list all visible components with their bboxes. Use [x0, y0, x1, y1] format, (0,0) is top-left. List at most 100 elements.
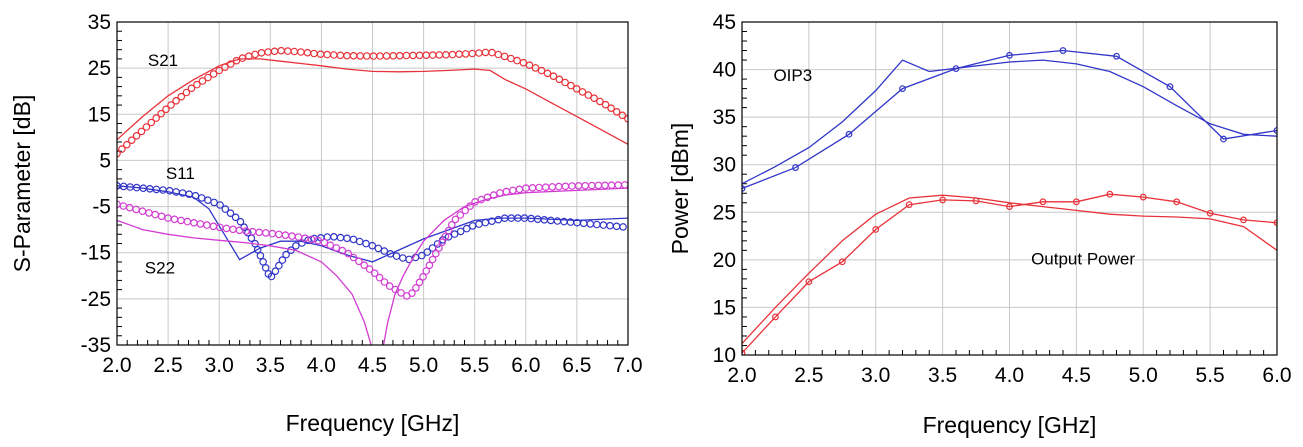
data-point-s22: [132, 205, 140, 214]
data-point-s21: [310, 49, 318, 58]
data-point-s21: [303, 48, 312, 57]
data-point-s21: [500, 52, 509, 61]
x-tick-label: 6.0: [511, 354, 540, 377]
data-point-s22: [203, 221, 211, 229]
x-tick-label: 6.5: [562, 354, 591, 377]
data-point-s11: [362, 239, 370, 248]
data-point-s22: [412, 284, 420, 292]
y-tick-label: 20: [713, 249, 736, 272]
data-point-s22: [385, 282, 394, 290]
data-point-s21: [448, 50, 457, 59]
data-point-s21: [507, 54, 515, 63]
data-point-output-power: [1006, 203, 1013, 210]
data-point-s11: [216, 201, 224, 209]
data-point-s22: [177, 216, 185, 225]
data-point-s22: [601, 181, 609, 190]
data-point-s21: [555, 75, 564, 84]
data-point-s22: [242, 227, 250, 235]
data-point-s11: [159, 186, 167, 194]
data-point-s11: [450, 230, 459, 238]
data-point-s21: [123, 140, 131, 149]
data-point-s21: [488, 48, 496, 57]
data-point-s11: [546, 216, 555, 225]
data-point-s21: [442, 50, 450, 59]
x-tick-label: 7.0: [613, 354, 642, 377]
chart-2: 2.0 2.5 3.0 3.5 4.0 4.5 5.0 5.5 6.0 45 40 35 30 25 20 1…: [667, 11, 1292, 438]
data-point-s11: [374, 244, 383, 253]
data-point-s21: [323, 50, 332, 59]
x-tick-label: 2.5: [794, 364, 823, 387]
data-point-s21: [537, 66, 546, 75]
data-point-s22: [515, 185, 524, 194]
data-point-s21: [167, 101, 175, 109]
data-point-s21: [215, 66, 224, 75]
data-point-s21: [618, 111, 627, 120]
data-point-s11: [417, 251, 426, 260]
data-point-s22: [541, 183, 550, 192]
data-point-output-power: [1206, 209, 1214, 217]
annotation-output-power: Output Power: [1031, 250, 1135, 269]
data-point-s21: [369, 52, 378, 60]
data-point-s11: [278, 256, 287, 264]
series-line-oip3-sim: [742, 59, 1277, 185]
annotation-oip3: OIP3: [773, 66, 812, 85]
x-tick-label: 4.5: [358, 354, 387, 377]
y-tick-label: 25: [88, 57, 111, 80]
x-tick-label: 5.0: [409, 354, 438, 377]
x-axis-label: Frequency [GHz]: [286, 410, 460, 436]
data-point-s11: [197, 194, 206, 202]
data-point-s21: [435, 51, 444, 59]
data-point-s11: [210, 198, 218, 207]
data-point-s22: [326, 241, 335, 250]
series-group: [117, 46, 628, 345]
y-axis-label: S-Parameter [dB]: [9, 95, 35, 273]
data-point-output-power: [838, 258, 846, 266]
data-point-s21: [349, 51, 358, 60]
data-point-s22: [561, 182, 570, 191]
x-axis-label: Frequency [GHz]: [923, 412, 1097, 438]
data-point-s22: [509, 186, 517, 195]
data-point-s21: [455, 50, 463, 59]
data-point-s21: [395, 51, 404, 60]
data-point-s11: [221, 205, 230, 213]
data-point-s11: [349, 235, 358, 244]
annotation-s22: S22: [145, 258, 175, 277]
data-point-s11: [456, 227, 465, 236]
data-point-s22: [190, 219, 198, 227]
data-point-s21: [187, 84, 196, 93]
data-point-s21: [198, 77, 207, 85]
x-tick-label: 5.5: [460, 354, 489, 377]
data-point-s21: [329, 51, 338, 59]
data-point-s22: [365, 265, 374, 273]
data-point-s22: [370, 269, 379, 278]
data-point-s22: [554, 182, 563, 191]
x-tick-label: 2.0: [727, 364, 756, 387]
data-point-s21: [428, 51, 437, 59]
y-tick-label: 15: [88, 103, 111, 126]
data-point-s22: [196, 220, 205, 228]
data-point-s21: [132, 132, 141, 140]
data-point-s22: [183, 217, 192, 226]
x-tick-label: 4.0: [307, 354, 336, 377]
data-point-s11: [481, 218, 490, 227]
data-point-output-power: [1173, 198, 1181, 206]
series-group: [742, 47, 1277, 355]
series-line-output-power: [742, 193, 1277, 354]
plot-frame: [116, 21, 629, 346]
data-point-s21: [607, 104, 615, 113]
data-point-s21: [343, 51, 351, 60]
x-tick-label: 5.5: [1196, 364, 1225, 387]
data-point-oip3: [899, 85, 906, 92]
data-point-s22: [355, 257, 363, 266]
data-point-s11: [343, 234, 351, 243]
data-point-s22: [435, 244, 443, 252]
data-point-s11: [267, 272, 276, 281]
data-point-s21: [567, 81, 575, 90]
data-point-s22: [451, 215, 460, 224]
series-line-output-power-sim: [742, 194, 1277, 345]
data-point-s21: [277, 46, 286, 55]
data-point-s21: [461, 50, 470, 58]
data-point-oip3: [1220, 135, 1227, 143]
data-point-s11: [244, 228, 252, 237]
y-tick-label: -15: [81, 242, 111, 265]
